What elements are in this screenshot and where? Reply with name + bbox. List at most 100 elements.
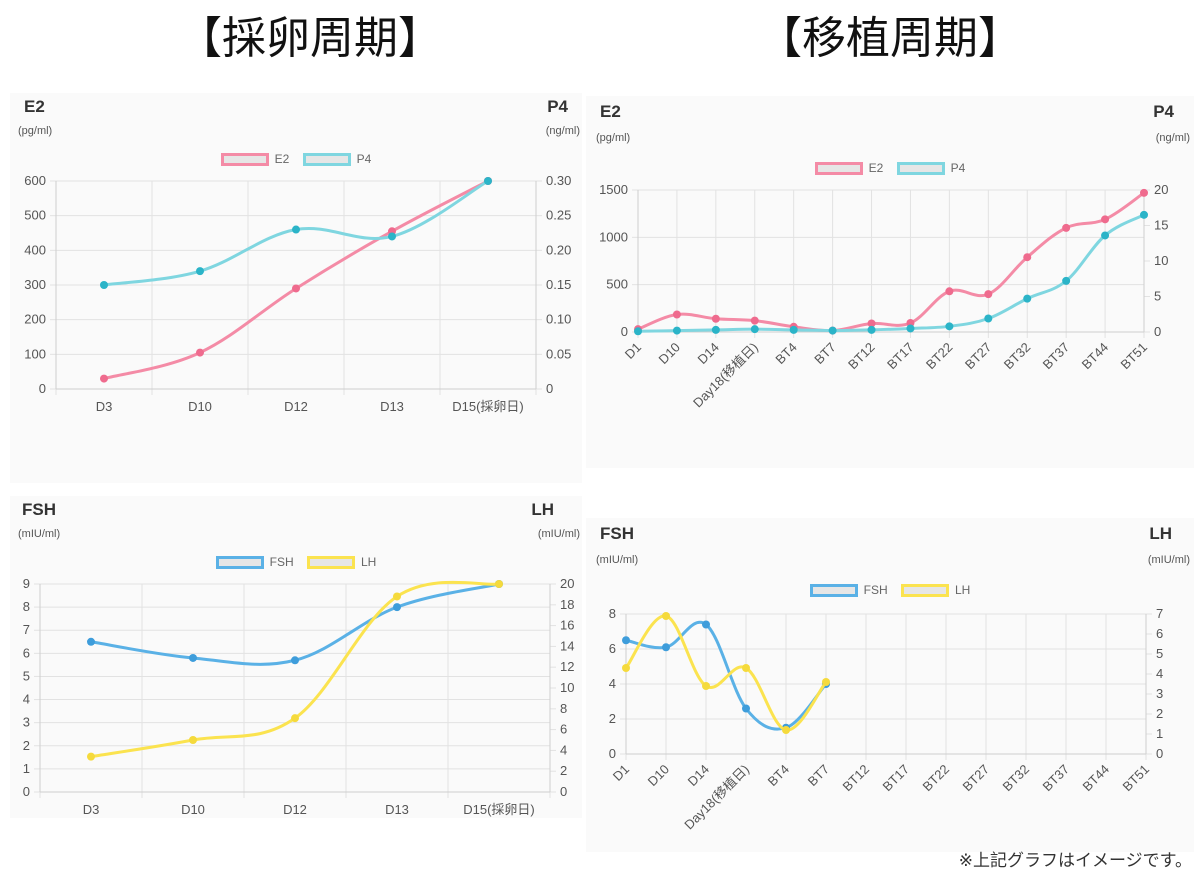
left-tick-label: 6 [609, 641, 616, 656]
x-tick-label: D10 [188, 399, 212, 414]
legend-item-lh[interactable]: LH [901, 582, 970, 597]
right-tick-label: 20 [1154, 182, 1168, 197]
data-point-lh [782, 726, 790, 734]
data-point-lh [87, 752, 95, 761]
chart-plot: 0 100 200 300 400 500 600 0 0.05 0.10 0.15 0.20 0.25… [24, 173, 571, 414]
x-tick-label: D10 [181, 802, 205, 817]
x-tick-label: D1 [610, 762, 632, 784]
left-tick-label: 0 [621, 324, 628, 339]
legend-item-e2[interactable]: E2 [220, 151, 289, 166]
left-tick-label: 8 [609, 606, 616, 621]
right-tick-label: 0.05 [546, 346, 571, 361]
x-tick-label: BT7 [805, 762, 832, 789]
x-tick-label: BT17 [880, 762, 913, 795]
legend-item-fsh[interactable]: FSH [215, 554, 294, 569]
right-axis-title: P4 [1153, 102, 1174, 121]
data-point-p4 [388, 232, 396, 241]
data-point-fsh [189, 653, 197, 662]
left-axis-unit: (mIU/ml) [596, 554, 639, 566]
right-axis-unit: (ng/ml) [545, 125, 580, 137]
data-point-p4 [1140, 210, 1148, 219]
right-tick-label: 0 [1154, 324, 1161, 339]
data-point-e2 [1101, 215, 1110, 224]
data-point-lh [495, 580, 503, 588]
left-tick-label: 1 [23, 761, 30, 776]
chart-legend: FSH LH [586, 582, 1194, 597]
legend-swatch [302, 152, 351, 166]
right-axis-unit: (ng/ml) [1155, 132, 1190, 144]
data-point-p4 [196, 267, 204, 276]
legend-item-lh[interactable]: LH [307, 554, 376, 569]
chart-legend: E2 P4 [586, 160, 1194, 175]
data-point-p4 [1101, 231, 1110, 240]
right-tick-label: 2 [1156, 706, 1163, 721]
x-tick-label: BT12 [845, 340, 878, 373]
data-point-lh [393, 592, 401, 601]
series-line-p4 [636, 213, 1146, 333]
right-tick-label: 18 [560, 597, 574, 612]
x-tick-label: D12 [283, 802, 307, 817]
data-point-e2 [1023, 253, 1032, 262]
data-point-p4 [984, 314, 993, 323]
legend-item-p4[interactable]: P4 [302, 151, 371, 166]
x-tick-label: D14 [685, 762, 712, 789]
series-line-e2 [636, 191, 1146, 333]
left-tick-label: 2 [23, 738, 30, 753]
data-point-lh [622, 664, 630, 672]
x-tick-label: BT17 [884, 340, 917, 373]
x-tick-label: BT44 [1079, 340, 1112, 373]
legend-item-e2[interactable]: E2 [814, 160, 883, 175]
data-point-fsh [291, 656, 299, 665]
right-tick-label: 0.20 [546, 242, 571, 257]
x-tick-label: BT22 [923, 340, 956, 373]
x-tick-label: D3 [96, 399, 113, 414]
data-point-e2 [945, 287, 954, 296]
left-axis-unit: (pg/ml) [596, 132, 631, 144]
egg-e2p4-chart: E2 (pg/ml) P4 (ng/ml) E2 P4 0 100 200 300 40… [10, 93, 582, 483]
x-tick-label: D12 [284, 399, 308, 414]
image-note: ※上記グラフはイメージです。 [958, 851, 1192, 871]
data-point-fsh [622, 636, 630, 645]
legend-swatch [809, 583, 858, 597]
right-tick-label: 10 [560, 680, 574, 695]
right-tick-label: 7 [1156, 606, 1163, 621]
legend-item-fsh[interactable]: FSH [809, 582, 888, 597]
right-tick-label: 4 [1156, 666, 1163, 681]
data-point-fsh [702, 620, 710, 629]
left-tick-label: 600 [24, 173, 46, 188]
x-tick-label: BT37 [1040, 340, 1073, 373]
left-tick-label: 3 [23, 715, 30, 730]
x-tick-label: D15(採卵日) [463, 802, 535, 817]
x-tick-label: D14 [694, 340, 721, 367]
x-tick-label: D10 [645, 762, 672, 789]
data-point-p4 [1023, 294, 1032, 303]
data-point-e2 [672, 310, 681, 319]
x-tick-label: D13 [380, 399, 404, 414]
data-point-e2 [1062, 223, 1071, 232]
right-tick-label: 0.25 [546, 208, 571, 223]
left-tick-label: 0 [39, 381, 46, 396]
left-tick-label: 0 [23, 784, 30, 799]
data-point-p4 [100, 281, 108, 289]
right-tick-label: 0.30 [546, 173, 571, 188]
right-tick-label: 2 [560, 763, 567, 778]
right-axis-title: LH [531, 500, 554, 519]
legend-label: P4 [950, 161, 966, 176]
x-tick-label: D13 [385, 802, 409, 817]
data-point-e2 [711, 314, 720, 323]
x-tick-label: BT4 [772, 340, 799, 367]
data-point-e2 [196, 348, 204, 357]
data-point-lh [742, 664, 750, 672]
legend-item-p4[interactable]: P4 [896, 160, 966, 176]
right-tick-label: 6 [560, 722, 567, 737]
left-axis-title: FSH [600, 524, 634, 543]
right-tick-label: 12 [560, 659, 574, 674]
left-tick-label: 0 [609, 746, 616, 761]
data-point-lh [189, 736, 197, 744]
left-axis-title: FSH [22, 500, 56, 519]
left-tick-label: 2 [609, 711, 616, 726]
data-point-p4 [634, 327, 642, 336]
right-tick-label: 5 [1154, 289, 1161, 304]
